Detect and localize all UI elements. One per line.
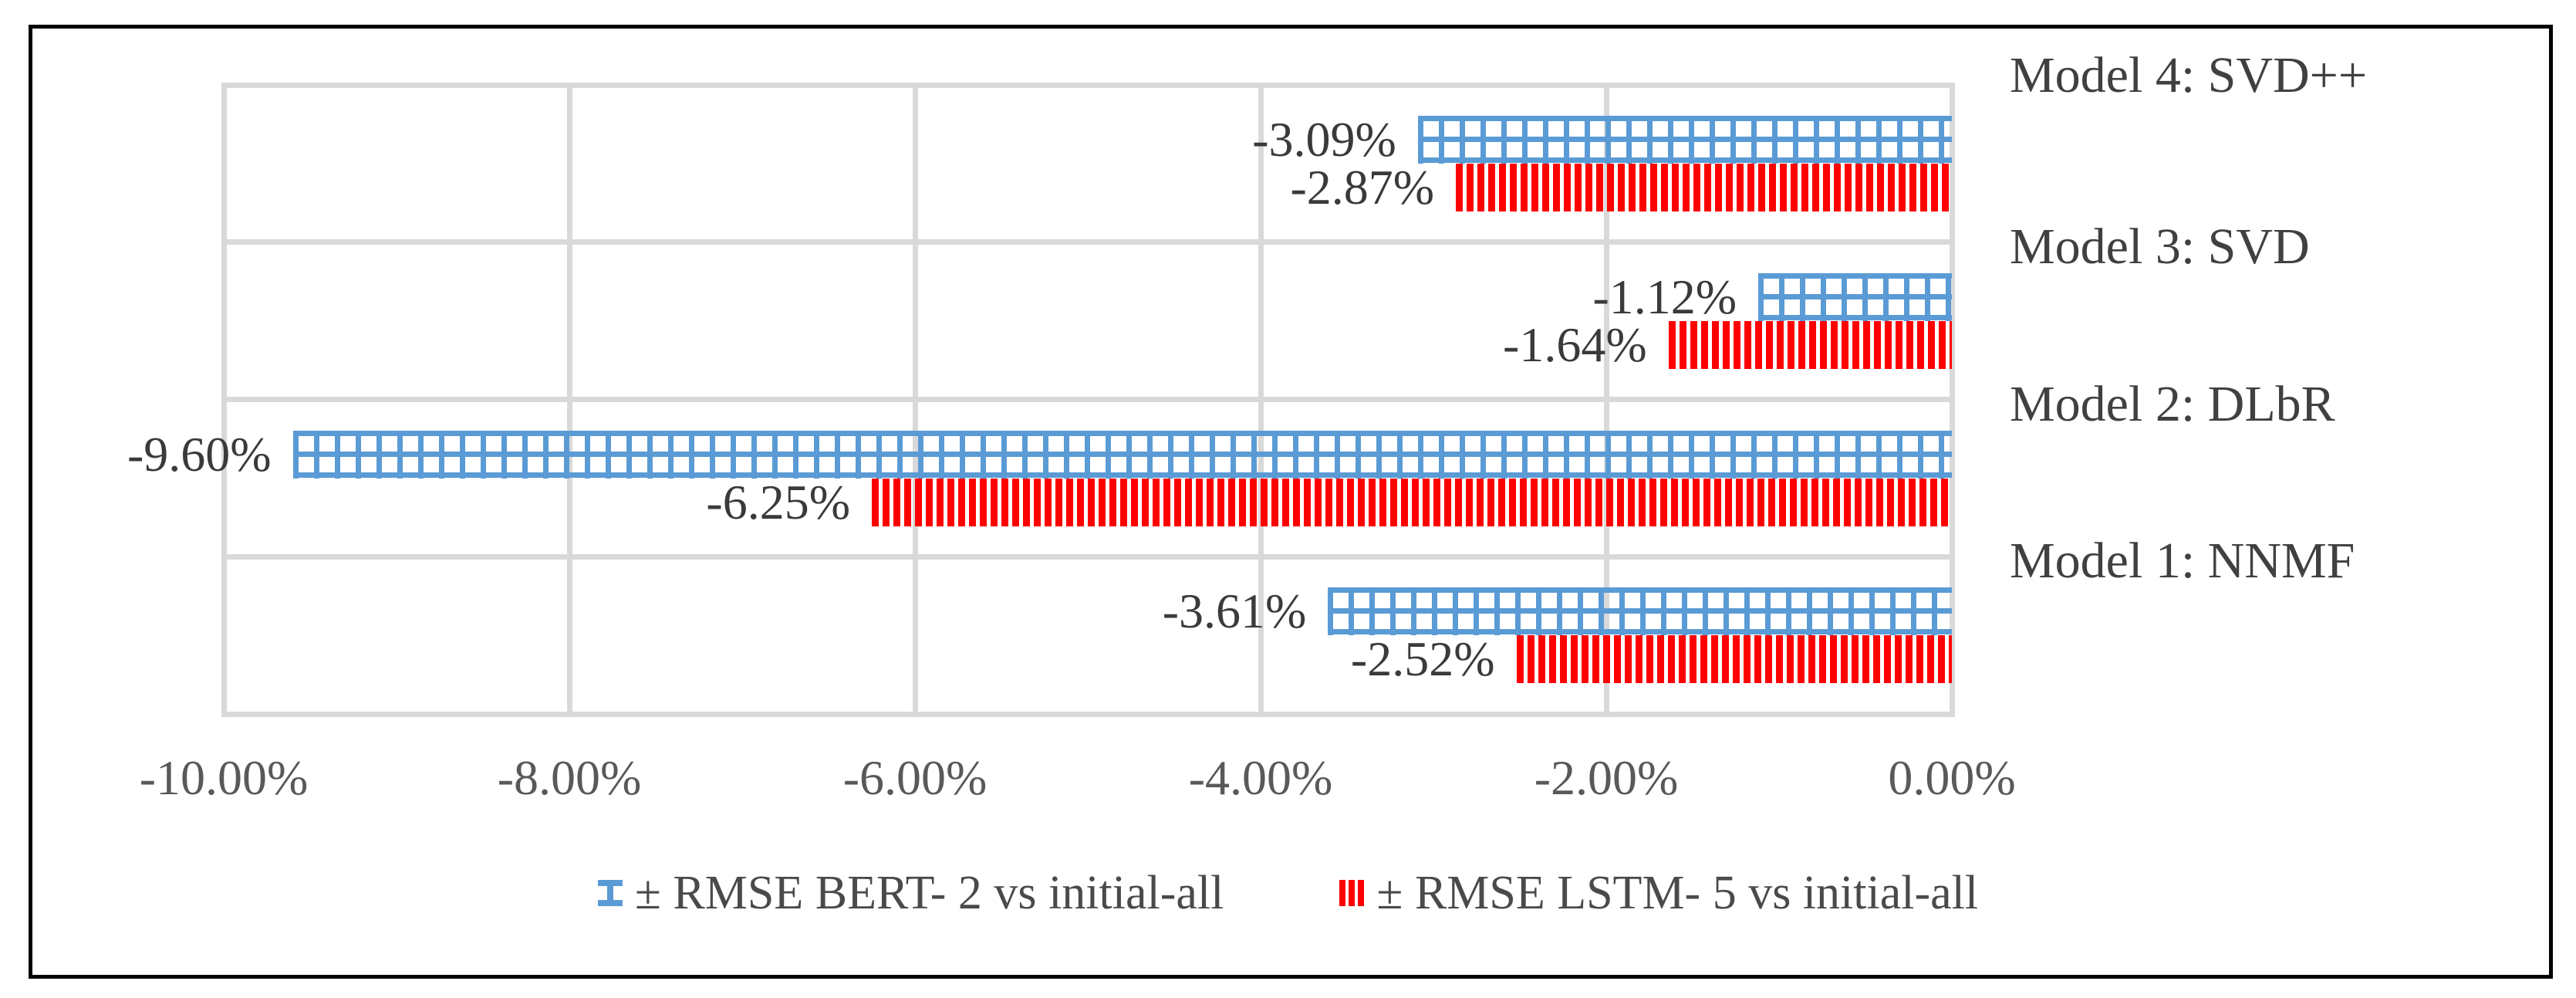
data-label-bert-2-category-1: -3.09% <box>1252 112 1396 167</box>
bar-lstm-5-category-2 <box>1668 320 1952 369</box>
category-label-2: Model 3: SVD <box>2010 218 2310 275</box>
horizontal-gridline <box>221 82 1955 88</box>
legend-entry-lstm-5: ± RMSE LSTM- 5 vs initial-all <box>1339 866 1978 920</box>
legend-entry-bert-2: ± RMSE BERT- 2 vs initial-all <box>597 866 1224 920</box>
legend-label-lstm-5: ± RMSE LSTM- 5 vs initial-all <box>1376 867 1979 919</box>
data-label-lstm-5-category-3: -6.25% <box>706 474 850 529</box>
category-label-3: Model 2: DLbR <box>2010 375 2335 432</box>
data-label-lstm-5-category-2: -1.64% <box>1503 316 1647 372</box>
x-tick-label: 0.00% <box>1888 750 2016 805</box>
horizontal-gridline <box>221 397 1955 402</box>
horizontal-gridline <box>221 553 1955 560</box>
bar-lstm-5-category-3 <box>872 478 1952 526</box>
x-tick-label: -2.00% <box>1534 750 1679 805</box>
horizontal-gridline <box>221 239 1955 245</box>
data-label-bert-2-category-4: -3.61% <box>1162 584 1307 639</box>
legend-swatch-lstm-5 <box>1339 880 1365 906</box>
bar-bert-2-category-4 <box>1328 587 1952 636</box>
x-tick-label: -10.00% <box>139 750 309 805</box>
data-label-bert-2-category-2: -1.12% <box>1592 269 1737 324</box>
horizontal-gridline <box>221 711 1955 717</box>
bar-bert-2-category-3 <box>292 430 1952 479</box>
x-tick-label: -4.00% <box>1188 750 1333 805</box>
category-label-1: Model 4: SVD++ <box>2010 47 2368 103</box>
bar-bert-2-category-1 <box>1417 116 1952 164</box>
legend-swatch-bert-2 <box>597 880 623 906</box>
category-label-4: Model 1: NNMF <box>2010 533 2355 590</box>
bar-bert-2-category-2 <box>1758 272 1952 321</box>
x-tick-label: -8.00% <box>497 750 642 805</box>
legend-label-bert-2: ± RMSE BERT- 2 vs initial-all <box>634 867 1224 919</box>
data-label-bert-2-category-3: -9.60% <box>127 426 272 482</box>
bar-lstm-5-category-4 <box>1516 635 1952 684</box>
legend: ± RMSE BERT- 2 vs initial-all ± RMSE LSTM… <box>0 863 2576 923</box>
data-label-lstm-5-category-4: -2.52% <box>1350 631 1495 687</box>
data-label-lstm-5-category-1: -2.87% <box>1290 160 1435 215</box>
x-tick-label: -6.00% <box>842 750 988 805</box>
bar-lstm-5-category-1 <box>1456 164 1952 211</box>
